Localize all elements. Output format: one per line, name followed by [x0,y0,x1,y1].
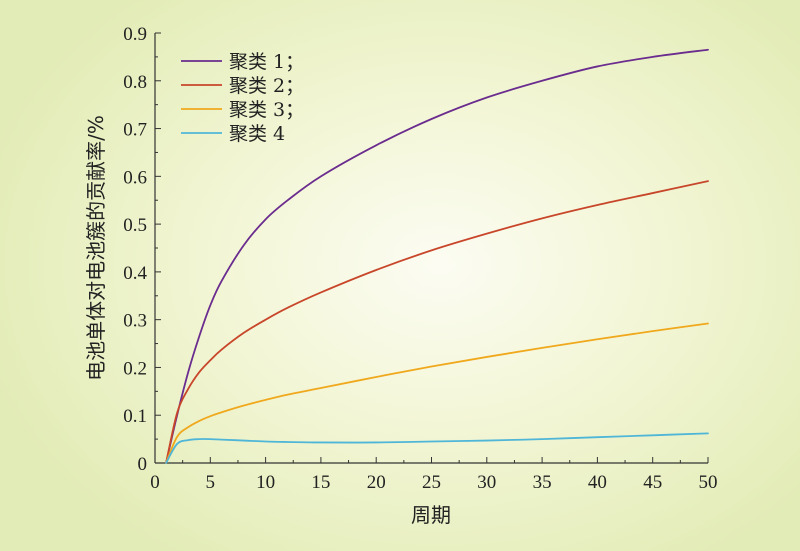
series-lines [165,48,709,464]
series-line-4 [165,432,709,464]
x-tick-label: 20 [367,472,386,493]
legend-label-3: 聚类 3； [229,99,304,121]
x-ticks: 0 5 10 15 20 25 30 35 40 45 50 [150,457,718,493]
y-tick-label: 0.5 [123,215,147,236]
y-tick-label: 0.1 [123,406,147,427]
legend-label-4: 聚类 4 [229,123,285,145]
x-tick-label: 30 [477,472,496,493]
x-tick-label: 5 [206,472,216,493]
y-tick-label: 0.3 [123,311,147,332]
x-tick-label: 10 [256,472,275,493]
y-tick-label: 0.2 [123,358,147,379]
y-tick-label: 0.6 [123,167,147,188]
y-ticks: 0 0.1 0.2 0.3 0.4 0.5 0.6 0.7 0.8 0.9 [123,24,161,475]
x-tick-label: 45 [643,472,662,493]
axes [154,33,708,464]
series-line-1 [165,48,709,464]
y-tick-label: 0.9 [123,24,147,45]
legend-label-1: 聚类 1； [229,51,304,73]
x-axis-title: 周期 [411,503,451,527]
x-tick-label: 40 [588,472,607,493]
x-tick-label: 35 [533,472,552,493]
x-tick-label: 50 [699,472,718,493]
x-tick-label: 25 [422,472,441,493]
x-tick-label: 0 [150,472,160,493]
legend-label-2: 聚类 2； [229,75,304,97]
y-tick-label: 0.7 [123,120,147,141]
series-line-3 [165,322,709,464]
y-tick-label: 0.4 [123,263,147,284]
y-tick-label: 0 [138,454,148,475]
y-axis-title: 电池单体对电池簇的贡献率/% [84,115,108,381]
series-line-2 [165,180,709,464]
legend: 聚类 1；聚类 2；聚类 3；聚类 4 [181,51,304,145]
x-tick-label: 15 [311,472,330,493]
y-tick-label: 0.8 [123,72,147,93]
